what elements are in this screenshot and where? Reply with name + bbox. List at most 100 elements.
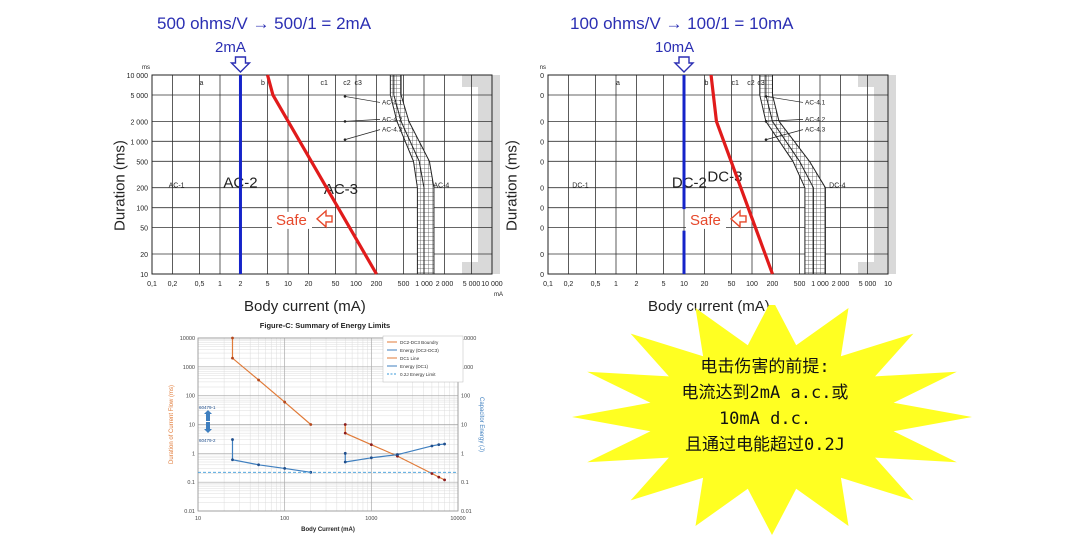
- burst-line-4: 且通过电能超过0.2J: [685, 435, 845, 455]
- ac-xtick-12: 1 000: [415, 281, 433, 288]
- dc-safe-bg: [686, 211, 726, 229]
- energy-series-point-3: [343, 460, 347, 464]
- ac-curve-label-dot-2: [343, 138, 347, 141]
- dc-plot-frame: [547, 74, 889, 275]
- energy-legend-label-3: Energy (DC1): [400, 364, 429, 369]
- dc-xtick-3: 1: [614, 281, 618, 288]
- dc-xtick-0: 0,1: [543, 281, 553, 288]
- energy-annot-0: 60479-1: [199, 405, 216, 410]
- dc-xtick-15: 10: [884, 281, 892, 288]
- dc-curve-label-leader-1: [765, 119, 804, 122]
- burst-line-2: 电流达到2mA a.c.或: [681, 383, 849, 403]
- energy-xtick-3: 10000: [450, 516, 465, 522]
- dc-xtick-9: 100: [746, 281, 758, 288]
- ac-grey-region-inner: [462, 87, 478, 262]
- energy-legend-label-0: DC2-DC3 Boundry: [400, 340, 439, 345]
- ac-y-axis-title: Duration (ms): [111, 140, 129, 231]
- ac-curve-label-leader-2: [344, 129, 381, 140]
- ac-safe-bg: [272, 211, 312, 229]
- energy-series-point-3: [437, 443, 441, 447]
- ac-xtick-14: 5 000: [463, 281, 481, 288]
- energy-y2-title: Capacitor Energy (J): [478, 397, 484, 452]
- ac-chart: 0,1 0,2 0,5 1 2 5 10 20 50 100 200 500 1 000 2 000 5 0…: [127, 56, 503, 298]
- energy-series-point-1: [257, 463, 260, 467]
- ac-ytick-8: 20: [140, 252, 148, 259]
- dc-xtick-10: 200: [767, 281, 779, 288]
- energy-series-point-1: [283, 467, 287, 470]
- energy-annot-arrow-down: [204, 422, 212, 433]
- ac-ytick-5: 200: [136, 186, 148, 193]
- energy-y-title: Duration of Current Flow (ms): [169, 385, 175, 464]
- energy-legend-label-1: Energy (DC2-DC3): [400, 348, 439, 353]
- dc-ytick-9: 10: [540, 272, 544, 279]
- energy-legend-label-4: 0.2J Energy Limit: [400, 372, 436, 377]
- dc-xtick-5: 5: [662, 281, 666, 288]
- ac-curve-label-1: AC-4.2: [382, 116, 403, 123]
- ac-xtick-8: 50: [332, 281, 340, 288]
- energy-series-point-0: [309, 423, 313, 426]
- ac-ytick-2: 2 000: [130, 119, 148, 126]
- dc-curve-letter-3: c2: [747, 80, 755, 87]
- ac-plot-frame: [151, 74, 493, 275]
- energy-y2tick-5: 0.1: [461, 480, 469, 486]
- ac-xtick-13: 2 000: [436, 281, 454, 288]
- energy-series-point-2: [443, 478, 446, 482]
- ac-ytick-7: 50: [140, 226, 148, 233]
- energy-series-point-1: [231, 458, 234, 462]
- ac-ytick-3: 1 000: [130, 139, 148, 146]
- energy-legend-label-2: DC1 Line: [400, 356, 420, 361]
- energy-ytick-4: 1: [192, 451, 195, 457]
- ac-xtick-1: 0,2: [168, 281, 178, 288]
- dc-curve-label-dot-1: [764, 120, 768, 123]
- energy-ytick-3: 10: [189, 423, 195, 429]
- energy-ytick-5: 0.1: [187, 480, 195, 486]
- dc-curve-label-dot-0: [764, 95, 768, 98]
- dc-xtick-4: 2: [635, 281, 639, 288]
- dc-curve-label-dot-2: [764, 138, 768, 141]
- energy-xtick-0: 10: [195, 516, 201, 522]
- dc-chart: 0,1 0,2 0,5 1 2 5 10 20 50 100 200 500 1 000 2 000 5 0…: [540, 56, 896, 288]
- energy-series-point-3: [430, 444, 434, 448]
- dc-xtick-7: 20: [701, 281, 709, 288]
- ac-curve-label-dot-1: [343, 120, 347, 123]
- ac-marker-arrow: [229, 56, 252, 73]
- energy-series-point-0: [283, 400, 287, 404]
- starburst-shape: [572, 305, 972, 535]
- dc-series-line-0: [709, 74, 774, 275]
- ac-ytick-9: 10: [140, 272, 148, 279]
- dc-xtick-1: 0,2: [564, 281, 574, 288]
- starburst-callout: [572, 305, 972, 535]
- energy-series-point-0: [231, 336, 234, 340]
- dc-formula-header: 100 ohms/V → 100/1 = 10mA: [570, 14, 794, 33]
- dc-ytick-7: 50: [540, 226, 544, 233]
- energy-xtick-2: 1000: [365, 516, 377, 522]
- dc-xtick-6: 10: [680, 281, 688, 288]
- energy-series-line-0: [231, 338, 312, 425]
- ac-curve-letter-0: a: [200, 80, 204, 87]
- ac-ytick-0: 10 000: [127, 73, 149, 80]
- energy-series-line-2: [344, 424, 445, 481]
- ac-curve-letter-3: c2: [343, 80, 351, 87]
- burst-line-1: 电击伤害的前提:: [700, 357, 830, 377]
- ac-xtick-2: 0,5: [195, 281, 205, 288]
- burst-line-3: 10mA d.c.: [718, 409, 812, 429]
- energy-series-point-3: [396, 453, 399, 457]
- dc-zone-label-0: DC-1: [572, 183, 588, 190]
- ac-curve-letter-1: b: [261, 80, 265, 87]
- dc-curve-label-0: AC-4.1: [805, 99, 826, 106]
- energy-series-point-2: [430, 472, 434, 475]
- energy-series-point-2: [343, 423, 347, 426]
- ac-y-unit: ms: [142, 65, 150, 71]
- ac-c-band: [389, 74, 435, 275]
- energy-y2tick-0: 10000: [461, 336, 476, 342]
- ac-series-line-0: [265, 74, 378, 275]
- ac-xtick-4: 2: [239, 281, 243, 288]
- ac-xtick-7: 20: [305, 281, 313, 288]
- ac-curve-label-2: AC-4.3: [382, 127, 403, 134]
- dc-curve-letter-1: b: [704, 80, 708, 87]
- dc-grey-region-inner: [858, 87, 874, 262]
- dc-zone-label-3: DC-4: [829, 183, 845, 190]
- dc-ytick-4: 500: [540, 159, 544, 166]
- energy-y2tick-6: 0.01: [461, 509, 472, 515]
- energy-annot-1: 60479-2: [199, 438, 216, 443]
